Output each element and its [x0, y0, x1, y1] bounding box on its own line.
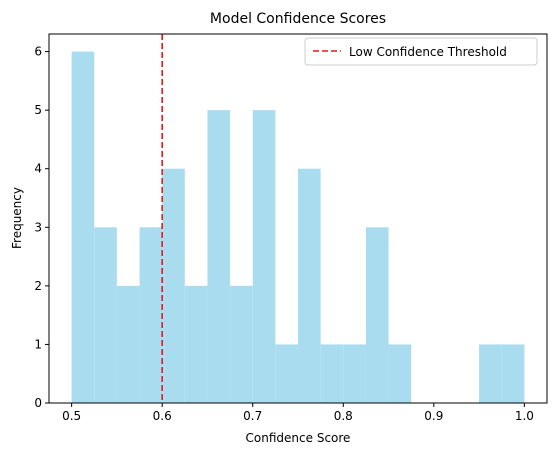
- histogram-bar: [116, 285, 140, 403]
- histogram-bar: [230, 285, 253, 403]
- y-tick-label: 0: [34, 396, 42, 410]
- bars-group: [71, 51, 525, 404]
- y-tick-label: 2: [34, 279, 42, 293]
- y-axis-ticks: 0 1 2 3 4 5 6: [34, 45, 49, 410]
- histogram-bar: [365, 227, 389, 403]
- legend-box: [304, 37, 538, 66]
- histogram-bar: [275, 344, 298, 403]
- histogram-bar: [162, 168, 185, 403]
- chart-title: Model Confidence Scores: [210, 11, 386, 27]
- y-tick-label: 1: [34, 337, 42, 351]
- histogram-bar: [479, 344, 502, 403]
- histogram-bar: [320, 344, 344, 403]
- histogram-bar: [343, 344, 366, 403]
- y-tick-label: 4: [34, 162, 42, 176]
- y-tick-label: 5: [34, 103, 42, 117]
- y-tick-label: 6: [34, 45, 42, 59]
- x-tick-label: 0.5: [62, 409, 81, 423]
- histogram-bar: [298, 168, 321, 403]
- x-tick-label: 0.6: [153, 409, 172, 423]
- histogram-bar: [71, 51, 95, 403]
- x-tick-label: 0.8: [334, 409, 353, 423]
- x-tick-label: 0.9: [424, 409, 443, 423]
- x-axis-ticks: 0.5 0.6 0.7 0.8 0.9 1.0: [62, 403, 534, 423]
- plot-frame: [48, 33, 548, 404]
- histogram-bar: [139, 227, 163, 403]
- legend-label: Low Confidence Threshold: [349, 45, 507, 59]
- x-tick-label: 1.0: [515, 409, 534, 423]
- histogram-bar: [501, 344, 525, 403]
- y-tick-label: 3: [34, 220, 42, 234]
- y-axis-label: Frequency: [10, 187, 24, 249]
- histogram-bar: [94, 227, 117, 403]
- x-tick-label: 0.7: [243, 409, 262, 423]
- x-axis-label: Confidence Score: [246, 431, 351, 445]
- histogram-bar: [184, 285, 208, 403]
- histogram-bar: [207, 110, 231, 404]
- histogram-bar: [252, 110, 276, 404]
- histogram-bar: [388, 344, 412, 403]
- legend: Low Confidence Threshold: [304, 37, 538, 66]
